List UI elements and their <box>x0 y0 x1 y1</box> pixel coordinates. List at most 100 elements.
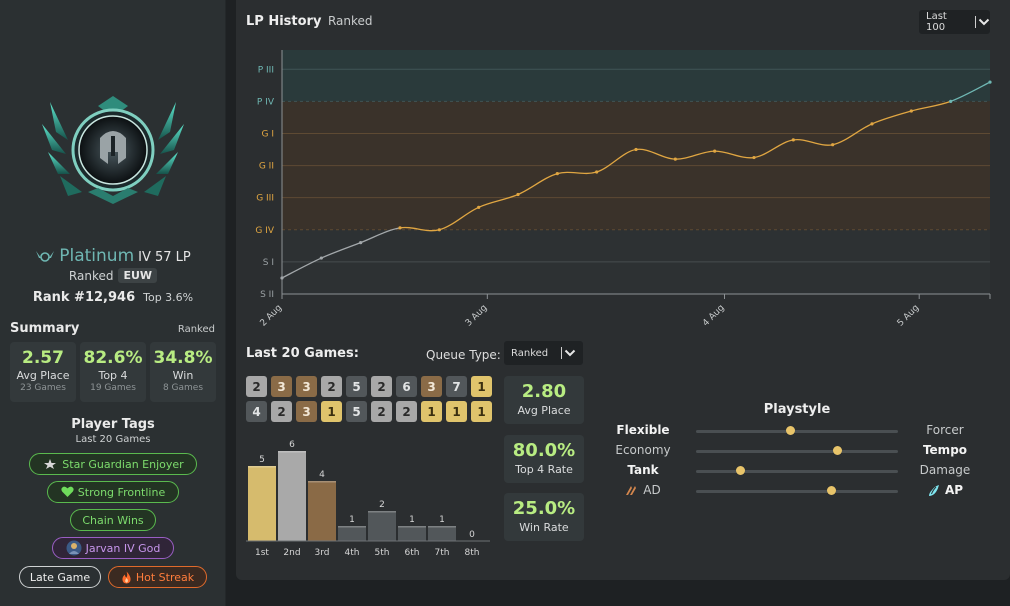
queue-label: Ranked <box>68 268 114 283</box>
bar-top-highlight <box>278 451 306 453</box>
chevron-down-icon <box>978 18 990 26</box>
main-panel: LP History Ranked Last 100 P III P IV G I G… <box>236 0 1010 580</box>
stat-value: 82.6% <box>83 348 143 368</box>
bar-top-highlight <box>368 511 396 513</box>
bar-top-highlight <box>248 466 276 468</box>
lp-line-segment <box>281 257 322 279</box>
ap-flame-icon <box>928 484 939 496</box>
game-stat-top4-rate: 80.0% Top 4 Rate <box>504 435 584 483</box>
lp-line-segment <box>714 150 755 159</box>
stat-value: 2.57 <box>22 348 64 368</box>
platinum-emblem-icon <box>42 96 184 204</box>
chevron-down-icon <box>564 349 576 357</box>
placement-cell: 3 <box>421 376 442 397</box>
placement-cell: 5 <box>346 401 367 422</box>
placement-cell: 7 <box>446 376 467 397</box>
lp-line-segment <box>360 227 401 244</box>
lp-point <box>634 147 638 152</box>
placement-cell: 6 <box>396 376 417 397</box>
histogram-value-label: 1 <box>349 515 355 525</box>
lp-line-segment <box>871 110 912 125</box>
x-tick-label: 4 Aug <box>701 303 727 329</box>
stat-sub: 23 Games <box>20 383 66 393</box>
platinum-tier-icon <box>36 251 55 262</box>
histogram-value-label: 1 <box>409 515 415 525</box>
lp-line-segment <box>832 123 873 146</box>
tag-late-game[interactable]: Late Game <box>19 566 101 588</box>
platinum-band <box>282 50 990 102</box>
summary-stat-avg-place: 2.57 Avg Place 23 Games <box>10 342 76 402</box>
placement-cell: 1 <box>471 376 492 397</box>
placement-cell: 1 <box>321 401 342 422</box>
playstyle-track <box>696 470 898 473</box>
tag-jarvan-iv-god[interactable]: Jarvan IV God <box>52 537 174 559</box>
y-tick-label: G IV <box>255 226 274 236</box>
lp-history-chart: P III P IV G I G II G III G IV S I S II 2 Aug 3 A… <box>255 50 992 329</box>
lp-line-segment <box>517 172 558 196</box>
lp-line-segment <box>675 150 715 160</box>
playstyle-row-ad-ap: AD AP <box>598 481 1000 501</box>
y-tick-label: G II <box>259 162 274 172</box>
lp-line-segment <box>950 81 991 102</box>
tag-strong-frontline[interactable]: Strong Frontline <box>47 481 179 503</box>
lp-point <box>988 80 992 84</box>
playstyle-row-flexible-forcer: Flexible Forcer <box>598 421 1000 441</box>
histogram-category-label: 1st <box>255 548 269 558</box>
playstyle-knob <box>735 466 745 475</box>
playstyle-right: Damage <box>919 463 971 477</box>
lp-history-title-text: LP History <box>246 14 322 29</box>
summary-mode: Ranked <box>177 324 215 335</box>
stat-value: 25.0% <box>512 498 576 519</box>
queue-type-dropdown[interactable]: Ranked <box>504 341 583 365</box>
playstyle-left: Economy <box>615 443 671 457</box>
lp-point <box>673 157 677 161</box>
summary-stat-win: 34.8% Win 8 Games <box>150 342 216 402</box>
y-tick-label: S I <box>263 258 274 268</box>
playstyle-knob <box>832 446 842 455</box>
tag-star-guardian-enjoyer[interactable]: Star Guardian Enjoyer <box>29 453 197 475</box>
top-percent: Top 3.6% <box>143 291 194 304</box>
x-tick-label: 2 Aug <box>259 303 285 329</box>
tag-hot-streak[interactable]: Hot Streak <box>108 566 207 588</box>
playstyle-knob <box>826 486 836 495</box>
histogram-value-label: 1 <box>439 515 445 525</box>
lp-line-segment <box>399 226 440 232</box>
lp-point <box>516 192 520 197</box>
histogram-category-label: 8th <box>465 548 480 558</box>
playstyle-track <box>696 430 898 433</box>
bar-top-highlight <box>398 526 426 528</box>
placement-cell: 2 <box>246 376 267 397</box>
lp-line-segment <box>439 206 479 231</box>
y-tick-label: P III <box>258 65 274 75</box>
stat-label: Avg Place <box>16 369 70 382</box>
lp-point <box>398 226 402 230</box>
lp-point <box>791 138 795 142</box>
lp-history-subtitle: Ranked <box>327 14 373 28</box>
histogram-value-label: 4 <box>319 470 325 480</box>
histogram-bar <box>338 526 366 541</box>
lp-point <box>831 143 835 147</box>
histogram-category-label: 6th <box>405 548 420 558</box>
stat-value: 34.8% <box>153 348 213 368</box>
placement-cell: 2 <box>271 401 292 422</box>
placement-cell: 2 <box>371 401 392 422</box>
rank-number: Rank #12,946 <box>32 290 136 305</box>
stat-value: 2.80 <box>521 381 567 402</box>
tag-chain-wins[interactable]: Chain Wins <box>70 509 156 531</box>
lp-range-value: Last 100 <box>926 11 947 33</box>
rank-tier-line: Platinum IV 57 LP <box>0 246 226 266</box>
lp-line-segment <box>557 171 597 175</box>
histogram-bar <box>398 526 426 541</box>
lp-point <box>359 241 363 245</box>
lp-range-dropdown[interactable]: Last 100 <box>919 10 990 34</box>
heart-icon <box>61 486 74 497</box>
lp-line-segment <box>321 242 361 259</box>
division-lp: IV 57 LP <box>138 250 191 265</box>
histogram-value-label: 6 <box>289 440 295 450</box>
tag-label: Strong Frontline <box>77 485 166 499</box>
playstyle-track <box>696 450 898 453</box>
stat-label: Avg Place <box>517 404 571 417</box>
last-games-title: Last 20 Games: <box>246 346 359 361</box>
lp-point <box>870 122 874 126</box>
fire-icon <box>122 571 131 583</box>
